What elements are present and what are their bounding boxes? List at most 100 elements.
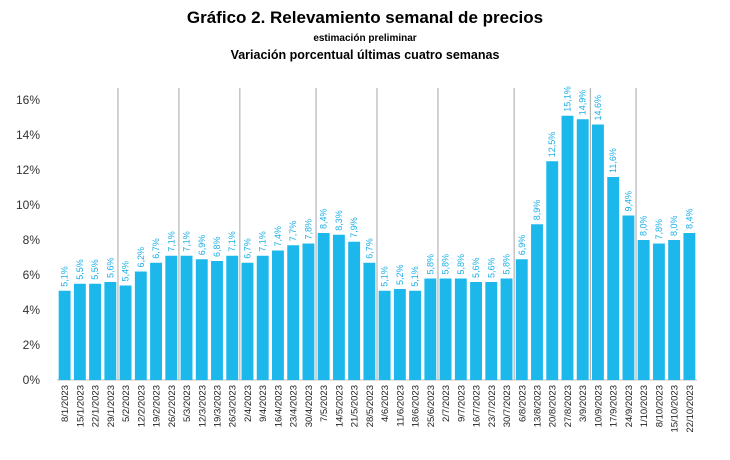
- x-tick-label: 13/8/2023: [533, 385, 544, 427]
- data-label: 5,2%: [395, 264, 405, 285]
- data-label: 7,1%: [227, 231, 237, 252]
- x-tick-label: 30/4/2023: [304, 385, 315, 427]
- bar: [378, 290, 391, 380]
- data-label: 7,8%: [654, 219, 664, 240]
- x-tick-label: 12/3/2023: [197, 385, 208, 427]
- x-tick-label: 16/7/2023: [472, 385, 483, 427]
- x-tick-label: 22/1/2023: [91, 385, 102, 427]
- bar: [424, 278, 437, 380]
- x-tick-label: 11/6/2023: [395, 385, 406, 427]
- x-tick-label: 21/5/2023: [350, 385, 361, 427]
- data-label: 7,4%: [273, 226, 283, 247]
- x-tick-label: 8/1/2023: [60, 385, 71, 422]
- data-label: 15,1%: [562, 86, 572, 112]
- bar: [409, 290, 422, 380]
- data-label: 7,9%: [349, 217, 359, 238]
- bar: [134, 271, 147, 380]
- x-tick-label: 23/4/2023: [289, 385, 300, 427]
- bar: [607, 177, 620, 380]
- bar: [287, 245, 300, 380]
- data-label: 5,1%: [410, 266, 420, 287]
- data-label: 6,9%: [197, 235, 207, 256]
- x-tick-label: 16/4/2023: [273, 385, 284, 427]
- data-label: 8,0%: [669, 215, 679, 236]
- y-tick-label: 4%: [23, 303, 41, 317]
- x-tick-label: 29/1/2023: [106, 385, 117, 427]
- y-tick-label: 2%: [23, 338, 41, 352]
- x-tick-label: 9/4/2023: [258, 385, 269, 422]
- data-label: 8,0%: [639, 215, 649, 236]
- bar: [454, 278, 467, 380]
- x-tick-label: 4/6/2023: [380, 385, 391, 422]
- x-tick-label: 2/4/2023: [243, 385, 254, 422]
- x-tick-label: 26/2/2023: [167, 385, 178, 427]
- data-label: 7,1%: [182, 231, 192, 252]
- data-label: 14,9%: [578, 90, 588, 116]
- bar: [592, 124, 604, 380]
- chart-subtitle: estimación preliminar: [313, 33, 417, 44]
- x-tick-label: 9/7/2023: [456, 385, 467, 422]
- x-tick-label: 12/2/2023: [136, 385, 147, 427]
- data-label: 5,8%: [502, 254, 512, 275]
- data-label: 7,1%: [166, 231, 176, 252]
- data-label: 7,1%: [258, 231, 268, 252]
- data-label: 9,4%: [623, 191, 633, 212]
- data-label: 5,8%: [456, 254, 466, 275]
- data-label: 6,7%: [151, 238, 161, 259]
- data-label: 7,8%: [303, 219, 313, 240]
- bar: [89, 283, 102, 380]
- bar: [652, 243, 665, 380]
- x-tick-label: 19/2/2023: [152, 385, 163, 427]
- x-tick-label: 6/8/2023: [517, 385, 528, 422]
- bar: [317, 233, 330, 380]
- x-tick-labels: 8/1/2023 15/1/2023 22/1/2023 29/1/2023 5/2/2…: [60, 385, 696, 433]
- bar: [256, 255, 269, 380]
- x-tick-label: 5/3/2023: [182, 385, 193, 422]
- bar: [332, 234, 345, 380]
- bar: [622, 215, 635, 380]
- data-label: 8,4%: [319, 208, 329, 229]
- bar: [515, 259, 528, 380]
- y-tick-label: 10%: [16, 198, 40, 212]
- y-tick-label: 12%: [16, 163, 40, 177]
- data-label: 8,3%: [334, 210, 344, 231]
- x-tick-label: 28/5/2023: [365, 385, 376, 427]
- x-tick-label: 18/6/2023: [411, 385, 422, 427]
- data-label: 5,5%: [90, 259, 100, 280]
- bar: [470, 282, 482, 380]
- data-label: 5,6%: [105, 257, 115, 278]
- data-label: 5,1%: [60, 266, 70, 287]
- bar: [363, 262, 376, 380]
- y-tick-label: 16%: [16, 93, 40, 107]
- x-tick-label: 1/10/2023: [639, 385, 650, 427]
- bar: [73, 283, 86, 380]
- bar: [165, 255, 178, 380]
- data-label: 5,5%: [75, 259, 85, 280]
- data-label: 8,4%: [684, 208, 694, 229]
- bar: [683, 233, 696, 380]
- x-tick-label: 10/9/2023: [593, 385, 604, 427]
- bar: [195, 259, 208, 380]
- bar: [393, 289, 406, 380]
- bar: [302, 243, 315, 380]
- bar: [531, 224, 543, 380]
- data-label: 12,5%: [547, 132, 557, 158]
- data-label: 5,8%: [441, 254, 451, 275]
- data-label: 6,7%: [242, 238, 252, 259]
- bar: [439, 278, 452, 380]
- x-tick-label: 3/9/2023: [578, 385, 589, 422]
- bar: [546, 161, 559, 380]
- bar: [576, 119, 589, 380]
- y-tick-label: 6%: [23, 268, 41, 282]
- y-tick-label: 8%: [23, 233, 41, 247]
- bar: [668, 240, 681, 380]
- bars: [58, 115, 696, 380]
- x-tick-label: 5/2/2023: [121, 385, 132, 422]
- chart-subtitle-2: Variación porcentual últimas cuatro sema…: [230, 48, 500, 62]
- x-tick-label: 22/10/2023: [685, 385, 696, 433]
- x-tick-label: 24/9/2023: [624, 385, 635, 427]
- bar: [150, 262, 162, 380]
- data-label: 5,6%: [471, 257, 481, 278]
- x-tick-label: 25/6/2023: [426, 385, 437, 427]
